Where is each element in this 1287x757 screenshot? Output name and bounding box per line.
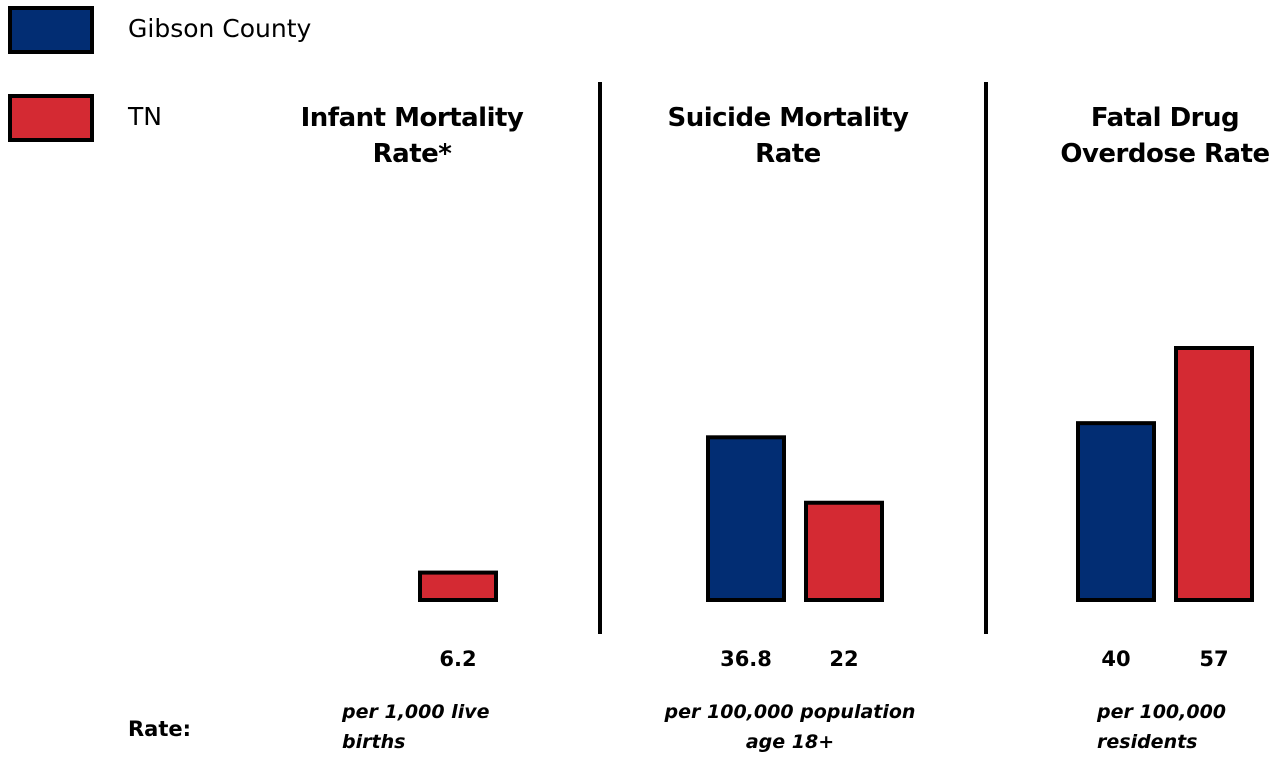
bar (706, 435, 786, 602)
legend-swatch (8, 6, 94, 54)
panel-title: Infant Mortality Rate* (300, 103, 524, 169)
legend-label: TN (128, 102, 162, 131)
value-label: 40 (1101, 647, 1131, 671)
value-label: 22 (829, 647, 859, 671)
value-label: 57 (1199, 647, 1229, 671)
legend-swatch (8, 94, 94, 142)
bar (418, 570, 498, 603)
legend-label: Gibson County (128, 14, 312, 43)
panel-title: Fatal Drug Overdose Rate (1060, 103, 1270, 169)
value-label: 6.2 (439, 647, 477, 671)
rate-note: per 100,000 residents (1097, 701, 1227, 753)
panel-title: Suicide Mortality Rate (667, 103, 909, 169)
rate-label: Rate: (128, 717, 192, 741)
bar (804, 500, 884, 603)
bar (1076, 421, 1156, 602)
rate-note: per 1,000 live births (342, 701, 490, 753)
rate-note: per 100,000 population age 18+ (664, 701, 916, 753)
bar (1174, 346, 1254, 602)
value-label: 36.8 (720, 647, 772, 671)
